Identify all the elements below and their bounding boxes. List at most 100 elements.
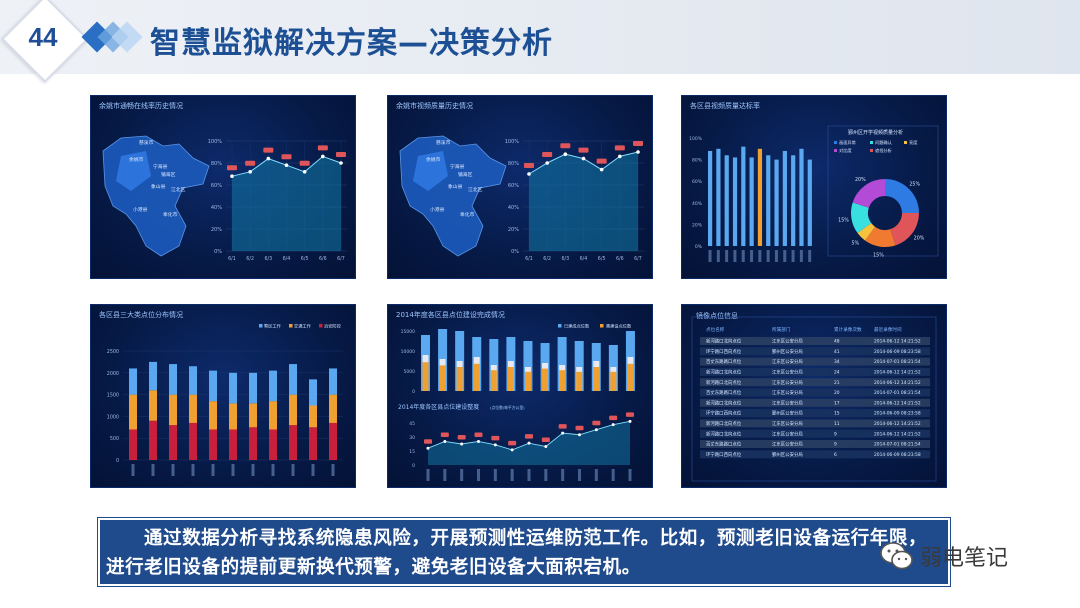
x-tick-label: 6/4 (283, 256, 291, 262)
stacked-bar-segment (309, 427, 317, 460)
legend-swatch (259, 324, 263, 328)
data-point (460, 442, 464, 446)
data-point (544, 445, 548, 449)
x-tick-label: 6/2 (246, 256, 254, 262)
bar (708, 150, 713, 246)
table-cell: 江东区公安分局 (772, 420, 803, 427)
x-tick-label (578, 469, 581, 481)
x-tick-label (799, 250, 803, 262)
table-cell: 21 (834, 380, 840, 386)
x-tick-label (131, 464, 135, 476)
map-label: 慈溪市 (436, 139, 451, 146)
x-tick-label (460, 469, 464, 481)
x-tick-label (251, 464, 255, 476)
stacked-bar-segment (269, 401, 277, 430)
table-cell: 新河路口北向点位 (706, 379, 742, 386)
y-tick-label: 2000 (107, 371, 119, 377)
pie-slice-label: 25% (909, 181, 920, 187)
pie-slice-label: 5% (851, 241, 859, 247)
data-point (578, 433, 581, 437)
slide-title: 智慧监狱解决方案—决策分析 (150, 26, 553, 61)
table-cell: 江东区公安分局 (772, 430, 803, 437)
table-row (700, 419, 930, 428)
table-row (700, 388, 930, 397)
pie-slice (885, 179, 919, 213)
panel-video-quality: 余姚市视频质量历史情况 慈溪市 余姚市 宁海县 象山县 小港县 奉化市 镇海区 江北区 0% 20… (387, 95, 653, 279)
stacked-bar-segment (329, 422, 337, 460)
y-tick-label: 40% (211, 205, 222, 211)
watermark: 弱电笔记 (880, 540, 1008, 572)
legend-swatch (319, 324, 323, 328)
table-cell: 6 (834, 452, 837, 458)
table-row (700, 398, 930, 407)
map-label: 镇海区 (161, 171, 176, 178)
y-tick-label: 80% (211, 161, 222, 167)
data-point (266, 156, 271, 161)
panel-title: 余姚市视频质量历史情况 (396, 102, 473, 110)
table-row (700, 367, 930, 376)
area-fill (232, 156, 341, 251)
bar (807, 159, 812, 246)
x-tick-label (171, 464, 175, 476)
pie-legend-item: 亮度 (909, 139, 918, 146)
table-cell: 新河路口北向点位 (706, 399, 742, 406)
data-point (302, 170, 307, 174)
table-cell: 环宁路口西向点位 (706, 451, 742, 458)
x-tick-label (426, 469, 430, 481)
stacked-bar-segment (189, 394, 197, 423)
panel-title: 各区县视频质量达标率 (690, 102, 760, 110)
x-tick-label (211, 464, 215, 476)
pie-slice-label: 15% (838, 218, 849, 224)
legend-swatch (558, 324, 562, 328)
data-label-tag (592, 420, 601, 426)
x-tick-label (493, 469, 497, 481)
map-label: 江北区 (468, 186, 483, 193)
panel-quality-compliance: 各区县视频质量达标率 0% 20% 40% 60% 80% 100% 鄞州区开学视频质量分析… (681, 95, 947, 279)
legend-swatch (600, 324, 604, 328)
pie-legend-item: 对比度 (839, 147, 852, 154)
bar (749, 157, 754, 246)
stacked-bar-segment (209, 429, 217, 460)
y-tick-label: 500 (110, 436, 119, 442)
x-tick-label: 6/1 (228, 256, 236, 262)
y-tick-label: 60% (692, 179, 703, 185)
x-tick-label (331, 464, 335, 476)
table-header: 累计录像次数 (834, 326, 862, 333)
pie-legend-swatch (870, 141, 873, 144)
bar (524, 371, 531, 391)
x-tick-label (725, 250, 729, 262)
summary-text: 通过数据分析寻找系统隐患风险，开展预测性运维防范工作。比如，预测老旧设备运行年限… (106, 528, 928, 578)
data-label-tag (263, 147, 274, 153)
table-cell: 34 (834, 359, 840, 365)
y-tick-label: 1500 (107, 393, 119, 399)
region-map (399, 135, 507, 257)
stacked-bar-segment (229, 429, 237, 460)
slide-header: 44 智慧监狱解决方案—决策分析 (0, 0, 1080, 83)
table-cell: 江东区公安分局 (772, 358, 803, 365)
x-tick-label (561, 469, 565, 481)
stacked-bar-segment (189, 422, 197, 460)
y-tick-label: 100% (505, 139, 520, 145)
x-tick-label (733, 250, 737, 262)
pie-legend-item: 画面异常 (839, 139, 856, 146)
table-cell: 15 (834, 411, 840, 417)
table-row (700, 347, 930, 356)
table-cell: 41 (834, 349, 840, 355)
map-label: 奉化市 (163, 211, 178, 218)
y-tick-label: 80% (692, 158, 703, 164)
table-cell: 20 (834, 390, 840, 396)
stacked-bar-segment (189, 366, 197, 395)
y-tick-label: 1000 (107, 414, 119, 420)
stacked-bar-segment (169, 425, 177, 460)
line-chart-title: 2014年度各区县点位建设整度 (398, 403, 479, 411)
table-header: 点位名称 (706, 326, 725, 333)
map-label: 宁海县 (153, 163, 168, 170)
bar (782, 150, 787, 246)
stacked-bar-segment (229, 372, 237, 404)
pie-slice-label: 20% (914, 236, 925, 242)
x-tick-label (628, 469, 632, 481)
region-map (102, 135, 210, 257)
data-label-tag (317, 145, 328, 151)
pie-title: 鄞州区开学视频质量分析 (848, 129, 903, 136)
table-cell: 鄞州区公安分局 (772, 348, 803, 355)
